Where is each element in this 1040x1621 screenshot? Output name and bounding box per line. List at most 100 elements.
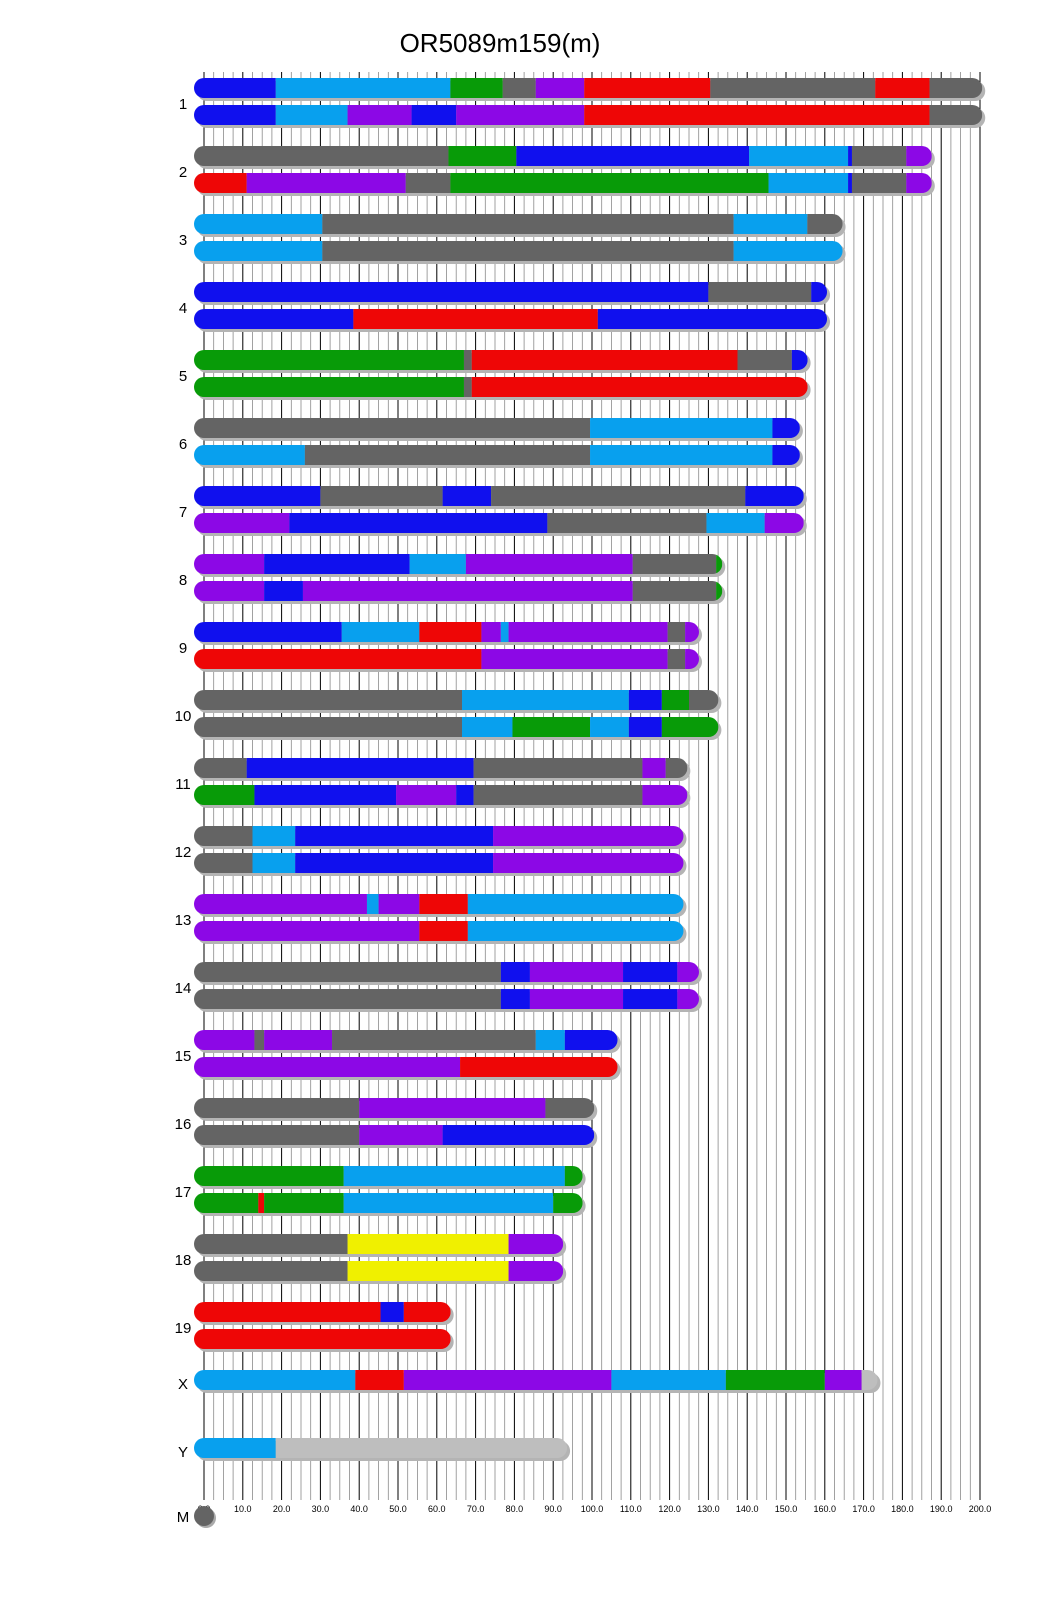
- haplotype-bar: [194, 1125, 595, 1145]
- chromosome-label: X: [178, 1376, 188, 1393]
- chromosome-label: Y: [178, 1444, 188, 1461]
- chromosome-segment: [194, 962, 501, 982]
- chromosome-segment: [590, 418, 773, 438]
- chromosome-segment: [396, 785, 457, 805]
- chromosome-segment: [623, 989, 678, 1009]
- haplotype-bar: [194, 350, 808, 370]
- chromosome-segment: [252, 853, 296, 873]
- chromosome-segment: [194, 309, 354, 329]
- chromosome-segment: [264, 1193, 344, 1213]
- haplotype-bar: [194, 214, 843, 234]
- chromosome-segment: [275, 1438, 568, 1458]
- haplotype-bar: [194, 622, 699, 642]
- haplotype-bar: [194, 486, 804, 506]
- chromosome-segment: [906, 173, 932, 193]
- chromosome-segment: [194, 445, 305, 465]
- chromosome-segment: [419, 921, 468, 941]
- chromosome-segment: [450, 173, 769, 193]
- chromosome-segment: [322, 214, 734, 234]
- chromosome-segment: [564, 1166, 583, 1186]
- chromosome-segment: [194, 78, 276, 98]
- chromosome-segment: [685, 649, 699, 669]
- haplotype-bar: [194, 1302, 451, 1322]
- chromosome-segment: [194, 146, 449, 166]
- chromosome-label: 8: [179, 572, 187, 589]
- chromosome-segment: [194, 989, 501, 1009]
- chromosome-segment: [289, 513, 548, 533]
- chromosome-segment: [419, 622, 482, 642]
- chromosome-segment: [467, 894, 684, 914]
- haplotype-bar: [194, 1234, 564, 1254]
- chromosome-segment: [706, 513, 765, 533]
- chromosome-label: 5: [179, 368, 187, 385]
- chromosome-label: 7: [179, 504, 187, 521]
- x-tick-label: 30.0: [312, 1504, 330, 1514]
- x-tick-label: 20.0: [273, 1504, 291, 1514]
- chromosome-segment: [906, 146, 932, 166]
- chromosome-segment: [194, 1166, 344, 1186]
- x-tick-label: 160.0: [814, 1504, 837, 1514]
- chromosome-segment: [493, 853, 684, 873]
- chromosome-segment: [419, 894, 468, 914]
- chromosome-segment: [194, 513, 290, 533]
- chromosome-segment: [529, 989, 624, 1009]
- chromosome-segment: [194, 214, 323, 234]
- haplotype-bar: [194, 78, 983, 98]
- chromosome-segment: [194, 717, 463, 737]
- chromosome-segment: [529, 962, 624, 982]
- x-tick-label: 130.0: [697, 1504, 720, 1514]
- chromosome-label: 11: [175, 776, 191, 793]
- chromosome-segment: [456, 105, 585, 125]
- chromosome-segment: [460, 1057, 618, 1077]
- chromosome-segment: [512, 717, 591, 737]
- chromosome-label: 10: [175, 708, 192, 725]
- chromosome-segment: [473, 785, 643, 805]
- haplotype-bar: [194, 1193, 583, 1213]
- chromosome-segment: [764, 513, 804, 533]
- chromosome-segment: [252, 826, 296, 846]
- chromosome-segment: [456, 785, 474, 805]
- chromosome-segment: [661, 717, 719, 737]
- chart-title: OR5089m159(m): [399, 28, 601, 58]
- chromosome-segment: [194, 1098, 360, 1118]
- chromosome-segment: [848, 146, 852, 166]
- chromosome-segment: [710, 78, 876, 98]
- chromosome-segment: [564, 1030, 618, 1050]
- chromosome-segment: [508, 1234, 564, 1254]
- haplotype-bar: [194, 418, 800, 438]
- chromosome-segment: [667, 622, 686, 642]
- chromosome-segment: [772, 418, 800, 438]
- x-tick-label: 90.0: [544, 1504, 562, 1514]
- chromosome-label: 3: [179, 232, 187, 249]
- chromosome-segment: [689, 690, 719, 710]
- haplotype-bar: [194, 1329, 451, 1349]
- haplotype-bar: [194, 758, 688, 778]
- chromosome-label: M: [177, 1509, 190, 1526]
- haplotype-bar: [194, 241, 843, 261]
- haplotype-bar: [194, 649, 699, 669]
- chromosome-segment: [378, 894, 420, 914]
- haplotype-bar: [194, 826, 684, 846]
- chromosome-segment: [623, 962, 678, 982]
- chromosome-segment: [403, 1370, 612, 1390]
- chromosome-segment: [642, 785, 688, 805]
- haplotype-bar: [194, 309, 828, 329]
- chromosome-segment: [467, 921, 684, 941]
- chromosome-segment: [811, 282, 828, 302]
- chromosome-segment: [471, 377, 808, 397]
- chromosome-segment: [194, 486, 321, 506]
- chromosome-segment: [502, 78, 536, 98]
- chromosome-segment: [194, 350, 464, 370]
- chromosome-segment: [516, 146, 750, 166]
- haplotype-bar: [194, 962, 699, 982]
- haplotype-bar: [194, 717, 719, 737]
- chromosome-segment: [194, 622, 342, 642]
- chromosome-segment: [632, 554, 717, 574]
- haplotype-bar: [194, 989, 699, 1009]
- chromosome-segment: [535, 1030, 565, 1050]
- chromosome-segment: [194, 377, 464, 397]
- haplotype-bar: [194, 785, 688, 805]
- chromosome-label: 12: [175, 844, 192, 861]
- haplotype-bar: [194, 1166, 583, 1186]
- chromosome-label: 15: [175, 1048, 192, 1065]
